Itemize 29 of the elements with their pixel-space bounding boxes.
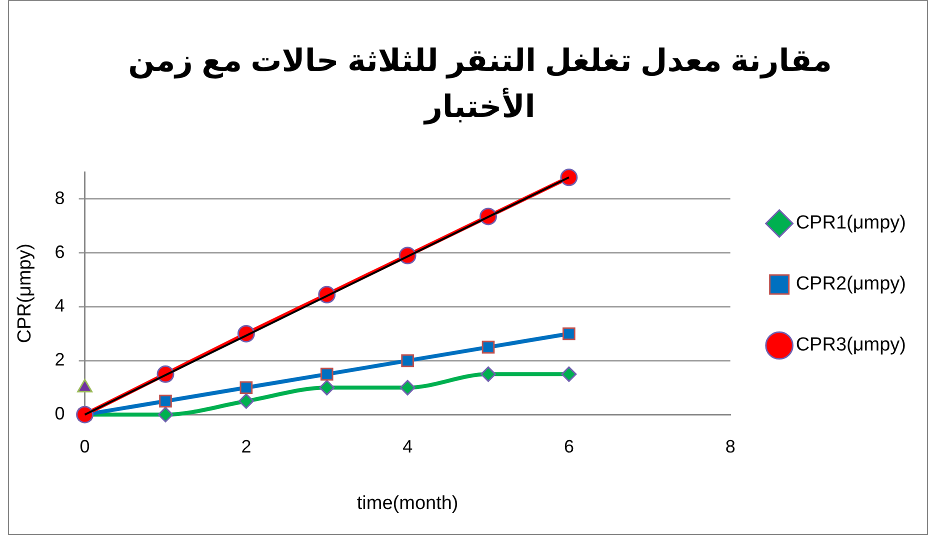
legend-label: CPR2(μmpy) (796, 274, 906, 295)
point (240, 381, 253, 394)
point (238, 393, 254, 409)
y-tick-label: 2 (54, 350, 65, 370)
point (159, 394, 172, 408)
x-tick-label: 4 (402, 436, 413, 456)
legend-label: CPR1(μmpy) (796, 212, 906, 234)
point (562, 327, 576, 340)
chart-title: مقارنة معدل تغلغل التنقر للثلاثة حالات مع زمن الأختبار (127, 42, 833, 127)
point (320, 368, 334, 381)
legend-label: CPR3(μmpy) (796, 334, 906, 356)
point (480, 366, 496, 382)
point (401, 354, 414, 368)
x-tick-label: 2 (241, 436, 252, 456)
y-tick-label: 4 (54, 296, 65, 316)
x-tick-label: 6 (564, 436, 574, 456)
point (560, 168, 578, 186)
y-tick-label: 8 (54, 188, 65, 208)
point (400, 380, 416, 396)
y-tick-label: 0 (54, 404, 65, 424)
point (158, 406, 174, 422)
y-tick-label: 6 (54, 242, 65, 262)
x-tick-label: 0 (80, 436, 90, 456)
y-axis-title: CPR(μmpy) (14, 243, 36, 344)
x-tick-label: 8 (725, 436, 736, 456)
point (561, 366, 577, 382)
point (482, 340, 495, 354)
point (319, 380, 335, 396)
x-axis-title: time(month) (356, 492, 458, 514)
